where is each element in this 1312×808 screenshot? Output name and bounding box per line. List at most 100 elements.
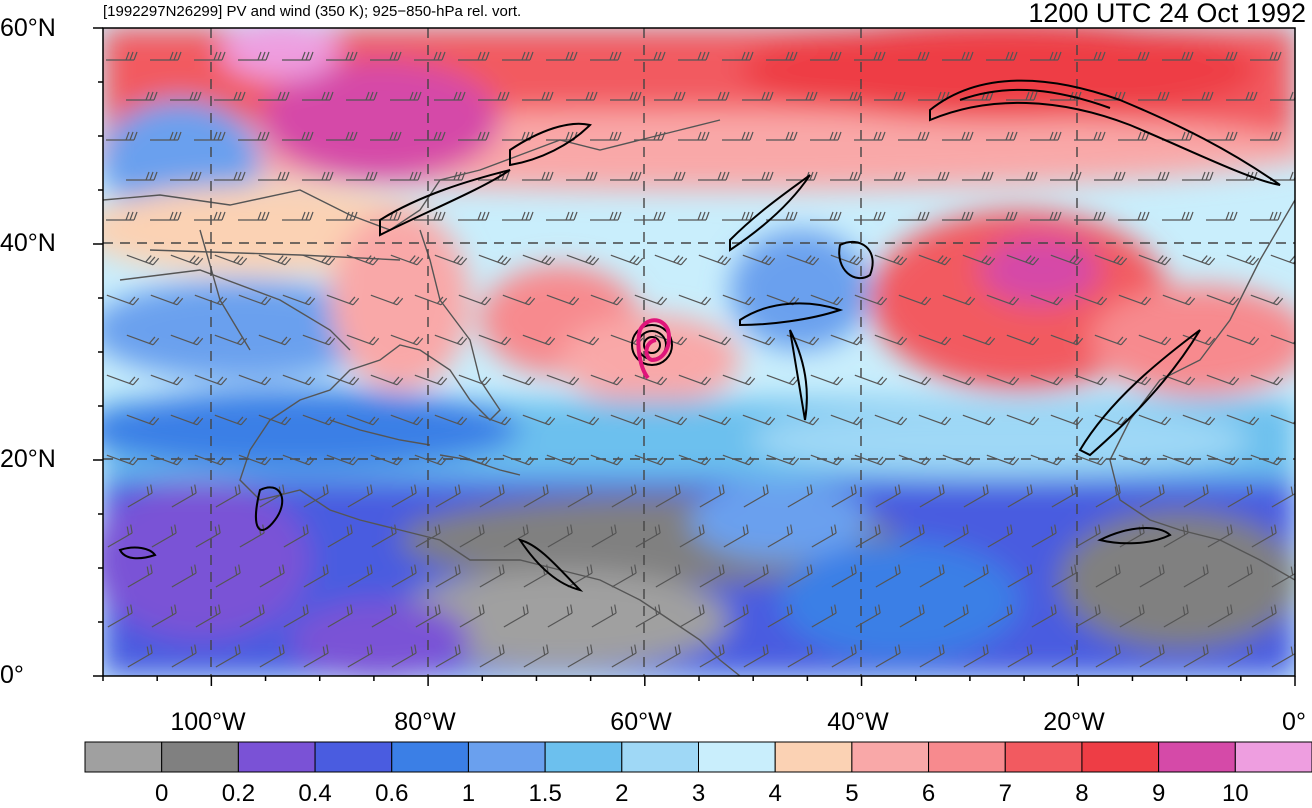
- wind-barb: [875, 484, 901, 508]
- wind-barb: [303, 564, 329, 588]
- wind-barb: [699, 564, 725, 588]
- lat-label-40n: 40°N: [0, 229, 56, 257]
- wind-barb: [611, 644, 637, 668]
- wind-barb: [1206, 454, 1240, 466]
- wind-barb: [1051, 644, 1077, 668]
- colorbar-swatch: [1004, 741, 1083, 773]
- wind-barb: [654, 171, 686, 181]
- wind-barb: [830, 414, 864, 426]
- wind-barb: [678, 454, 712, 466]
- colorbar-label: 4: [768, 780, 782, 807]
- wind-barb: [391, 484, 417, 508]
- wind-barb: [786, 91, 818, 101]
- wind-barb: [1006, 334, 1040, 346]
- colorbar-swatch: [774, 741, 853, 773]
- wind-barb: [127, 564, 153, 588]
- wind-barb: [1030, 374, 1064, 386]
- wind-barb: [1163, 604, 1189, 628]
- wind-barb: [1139, 484, 1165, 508]
- wind-barb: [126, 171, 158, 181]
- wind-barb: [810, 131, 842, 141]
- wind-barb: [678, 51, 710, 61]
- wind-barb: [963, 564, 989, 588]
- wind-barb: [1007, 484, 1033, 508]
- wind-barb: [1118, 454, 1152, 466]
- wind-barb: [478, 414, 512, 426]
- wind-barb: [370, 294, 404, 306]
- colorbar-swatch: [621, 741, 699, 773]
- wind-barb: [942, 131, 974, 141]
- wind-barb: [502, 454, 536, 466]
- wind-barb: [1138, 414, 1172, 426]
- wind-barb: [150, 294, 184, 306]
- plot-timestamp: 1200 UTC 24 Oct 1992: [1028, 0, 1306, 28]
- wind-barb: [1051, 484, 1077, 508]
- lat-label-0: 0°: [0, 661, 24, 689]
- wind-barb: [898, 454, 932, 466]
- wind-barb: [215, 484, 241, 508]
- wind-barb: [391, 644, 417, 668]
- lon-label-20w: 20°W: [1043, 708, 1105, 736]
- wind-barb: [678, 294, 712, 306]
- wind-barb: [347, 484, 373, 508]
- wind-barb: [767, 604, 793, 628]
- wind-barb: [610, 91, 642, 101]
- wind-barb: [127, 644, 153, 668]
- wind-barb: [590, 211, 622, 221]
- colorbar-swatch: [467, 741, 546, 773]
- storm-track-marker: [636, 318, 671, 380]
- lon-label-80w: 80°W: [394, 708, 456, 736]
- wind-barb: [634, 211, 666, 221]
- wind-barb: [194, 294, 228, 306]
- wind-barb: [414, 454, 448, 466]
- wind-barb: [435, 564, 461, 588]
- wind-barb: [590, 131, 622, 141]
- wind-barb: [522, 334, 556, 346]
- wind-barb: [151, 524, 177, 548]
- wind-barb: [435, 644, 461, 668]
- wind-barb: [635, 604, 661, 628]
- wind-barb: [875, 644, 901, 668]
- wind-barb: [1138, 254, 1172, 266]
- wind-barb: [502, 374, 536, 386]
- wind-barb: [414, 374, 448, 386]
- wind-barb: [479, 484, 505, 508]
- wind-barb: [854, 211, 886, 221]
- wind-barb: [1050, 414, 1084, 426]
- wind-barb: [986, 131, 1018, 141]
- wind-barb: [238, 131, 270, 141]
- wind-barb: [566, 334, 600, 346]
- wind-barb: [898, 374, 932, 386]
- wind-barb: [1030, 131, 1062, 141]
- wind-barb: [942, 294, 976, 306]
- wind-barb: [302, 91, 334, 101]
- wind-barb: [547, 524, 573, 548]
- wind-barbs: [106, 51, 1295, 668]
- colorbar-label: 0: [155, 780, 169, 807]
- wind-barb: [390, 334, 424, 346]
- wind-barb: [283, 604, 309, 628]
- wind-barb: [239, 604, 265, 628]
- colorbar-swatch: [391, 741, 469, 773]
- wind-barb: [591, 524, 617, 548]
- wind-barb: [302, 414, 336, 426]
- wind-barb: [458, 454, 492, 466]
- wind-barb: [1207, 604, 1233, 628]
- wind-barb: [1006, 171, 1038, 181]
- wind-barb: [1030, 454, 1064, 466]
- wind-barb: [414, 51, 446, 61]
- wind-barb: [371, 524, 397, 548]
- wind-barb: [434, 254, 468, 266]
- wind-barb: [390, 254, 424, 266]
- wind-barb: [478, 334, 512, 346]
- wind-barb: [1183, 484, 1209, 508]
- wind-barb: [434, 414, 468, 426]
- wind-barb: [1251, 524, 1277, 548]
- colorbar-label: 5: [845, 780, 859, 807]
- wind-barb: [590, 51, 622, 61]
- wind-barb: [986, 211, 1018, 221]
- wind-barb: [987, 604, 1013, 628]
- wind-barb: [874, 254, 908, 266]
- wind-barb: [347, 564, 373, 588]
